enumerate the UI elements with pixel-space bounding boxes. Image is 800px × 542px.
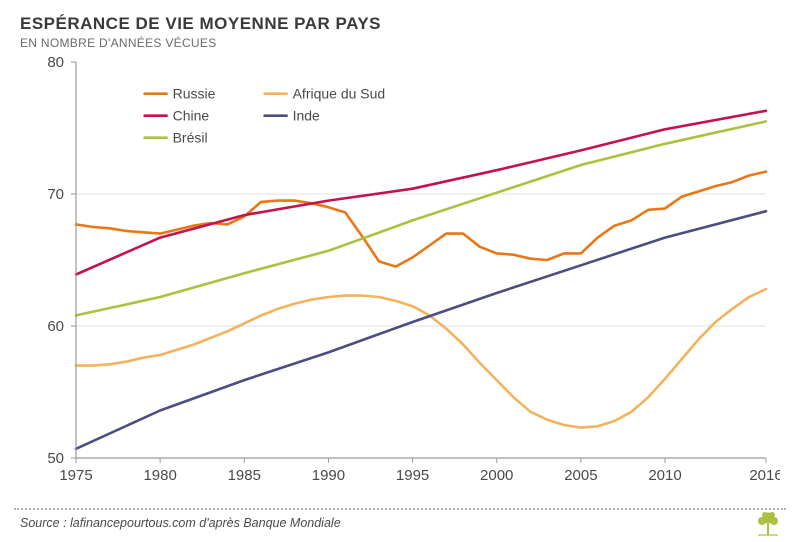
svg-text:80: 80	[47, 54, 64, 71]
legend-label: Brésil	[173, 130, 208, 146]
svg-text:1975: 1975	[59, 467, 92, 484]
legend-label: Chine	[173, 108, 210, 124]
series-inde	[76, 211, 766, 449]
svg-text:70: 70	[47, 186, 64, 203]
legend-label: Inde	[293, 108, 320, 124]
chart-title: ESPÉRANCE DE VIE MOYENNE PAR PAYS	[20, 14, 780, 34]
svg-text:1990: 1990	[312, 467, 345, 484]
svg-text:2016: 2016	[749, 467, 780, 484]
logo-icon	[754, 510, 782, 541]
chart-container: ESPÉRANCE DE VIE MOYENNE PAR PAYS EN NOM…	[0, 0, 800, 542]
legend-label: Russie	[173, 86, 216, 102]
divider	[14, 508, 786, 510]
series-brésil	[76, 121, 766, 315]
chart-plot: 50 60 70 80 1975 1980 1985 1990 1995 2000 2005 2010…	[20, 54, 780, 490]
svg-text:2010: 2010	[648, 467, 681, 484]
svg-text:50: 50	[47, 450, 64, 467]
svg-text:60: 60	[47, 318, 64, 335]
legend-label: Afrique du Sud	[293, 86, 386, 102]
source-text: Source : lafinancepourtous.com d'après B…	[20, 516, 341, 530]
series-afrique-du-sud	[76, 289, 766, 428]
chart-subtitle: EN NOMBRE D'ANNÉES VÉCUES	[20, 36, 780, 50]
svg-text:1980: 1980	[143, 467, 176, 484]
svg-text:1985: 1985	[228, 467, 261, 484]
svg-text:1995: 1995	[396, 467, 429, 484]
svg-text:2000: 2000	[480, 467, 513, 484]
svg-text:2005: 2005	[564, 467, 597, 484]
